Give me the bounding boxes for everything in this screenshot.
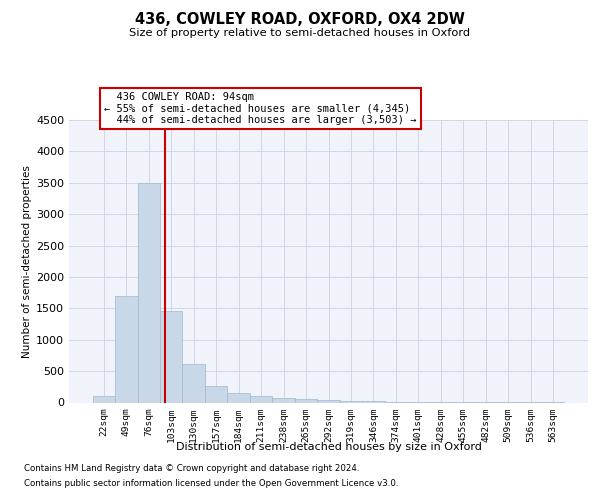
Bar <box>92 396 115 402</box>
Bar <box>137 183 160 402</box>
Bar <box>295 399 317 402</box>
Bar <box>362 401 385 402</box>
Text: Contains HM Land Registry data © Crown copyright and database right 2024.: Contains HM Land Registry data © Crown c… <box>24 464 359 473</box>
Text: Distribution of semi-detached houses by size in Oxford: Distribution of semi-detached houses by … <box>176 442 482 452</box>
Text: Contains public sector information licensed under the Open Government Licence v3: Contains public sector information licen… <box>24 479 398 488</box>
Bar <box>250 396 272 402</box>
Text: 436 COWLEY ROAD: 94sqm
← 55% of semi-detached houses are smaller (4,345)
  44% o: 436 COWLEY ROAD: 94sqm ← 55% of semi-det… <box>104 92 416 125</box>
Bar <box>340 400 362 402</box>
Bar <box>227 393 250 402</box>
Bar <box>115 296 137 403</box>
Bar <box>317 400 340 402</box>
Text: Size of property relative to semi-detached houses in Oxford: Size of property relative to semi-detach… <box>130 28 470 38</box>
Bar <box>205 386 227 402</box>
Bar <box>182 364 205 403</box>
Bar <box>160 312 182 402</box>
Bar <box>272 398 295 402</box>
Y-axis label: Number of semi-detached properties: Number of semi-detached properties <box>22 165 32 358</box>
Text: 436, COWLEY ROAD, OXFORD, OX4 2DW: 436, COWLEY ROAD, OXFORD, OX4 2DW <box>135 12 465 28</box>
